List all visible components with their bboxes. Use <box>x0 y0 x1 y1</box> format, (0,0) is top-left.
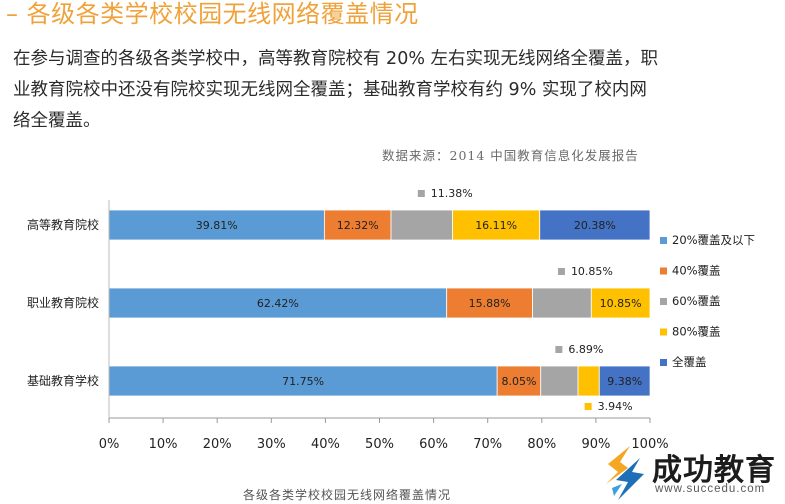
brand-logo: 成功教育 www.succedu.com <box>600 444 785 502</box>
data-label: 39.81% <box>196 219 238 232</box>
data-label: 10.85% <box>600 297 642 310</box>
data-label: 71.75% <box>282 375 324 388</box>
stacked-bar-chart: 高等教育院校 39.81% 12.32% 11.38% 16.11% 20.38% 职业教育… <box>27 187 755 452</box>
data-label: 15.88% <box>469 297 511 310</box>
legend-swatch <box>660 237 667 244</box>
data-label-marker <box>555 346 563 353</box>
data-label: 16.11% <box>475 219 517 232</box>
bar-segment <box>532 287 592 319</box>
data-label: 3.94% <box>598 400 633 413</box>
legend-swatch <box>660 298 667 305</box>
bar-segment <box>323 209 392 241</box>
logo-mark-icon <box>606 446 644 500</box>
legend-label: 40%覆盖 <box>672 264 721 278</box>
data-label-marker <box>584 403 592 410</box>
data-label: 10.85% <box>571 265 613 278</box>
data-label: 8.05% <box>501 375 536 388</box>
bar-segment <box>452 209 541 241</box>
category-label: 高等教育院校 <box>27 217 99 232</box>
x-tick-label: 10% <box>149 437 178 452</box>
bar-segment <box>590 287 651 319</box>
data-label: 11.38% <box>431 187 473 200</box>
data-label-marker <box>557 268 565 275</box>
category-label: 基础教育学校 <box>27 373 99 388</box>
intro-paragraph: 在参与调查的各级各类学校中，高等教育院校有 20% 左右实现无线网络全覆盖，职业… <box>13 49 659 131</box>
bar-segment <box>108 287 448 319</box>
legend-label: 20%覆盖及以下 <box>672 233 755 247</box>
legend-label: 全覆盖 <box>672 355 707 369</box>
bar-segment <box>540 365 579 397</box>
data-label: 9.38% <box>607 375 642 388</box>
bar-segment <box>108 209 325 241</box>
x-tick-label: 100% <box>631 437 668 452</box>
data-label: 12.32% <box>337 219 379 232</box>
logo-url: www.succedu.com <box>655 483 766 495</box>
logo-name: 成功教育 <box>652 453 776 488</box>
legend-swatch <box>660 359 667 366</box>
chart-caption: 各级各类学校校园无线网络覆盖情况 <box>243 488 452 502</box>
legend-label: 60%覆盖 <box>672 294 721 308</box>
bar-segment <box>446 287 534 319</box>
legend-swatch <box>660 328 667 336</box>
data-label: 20.38% <box>574 219 616 232</box>
data-label-marker <box>417 190 425 197</box>
x-tick-label: 90% <box>581 437 610 452</box>
x-tick-label: 50% <box>365 437 394 452</box>
x-tick-label: 0% <box>99 437 120 452</box>
bar-segment <box>539 209 651 241</box>
bar-segment <box>577 365 600 397</box>
x-tick-label: 30% <box>257 437 286 452</box>
category-label: 职业教育院校 <box>27 295 99 310</box>
data-label: 6.89% <box>568 343 603 356</box>
x-tick-label: 80% <box>527 437 556 452</box>
x-tick-label: 70% <box>473 437 502 452</box>
data-label: 62.42% <box>257 297 299 310</box>
data-source: 数据来源：2014 中国教育信息化发展报告 <box>382 148 639 163</box>
x-tick-label: 40% <box>311 437 340 452</box>
legend-swatch <box>660 267 667 275</box>
bar-segment <box>390 209 453 241</box>
section-title: – 各级各类学校校园无线网络覆盖情况 <box>6 0 419 28</box>
x-tick-label: 60% <box>419 437 448 452</box>
x-tick-label: 20% <box>203 437 232 452</box>
bar-segment <box>598 365 651 397</box>
bar-segment <box>496 365 542 397</box>
legend-label: 80%覆盖 <box>672 325 721 339</box>
